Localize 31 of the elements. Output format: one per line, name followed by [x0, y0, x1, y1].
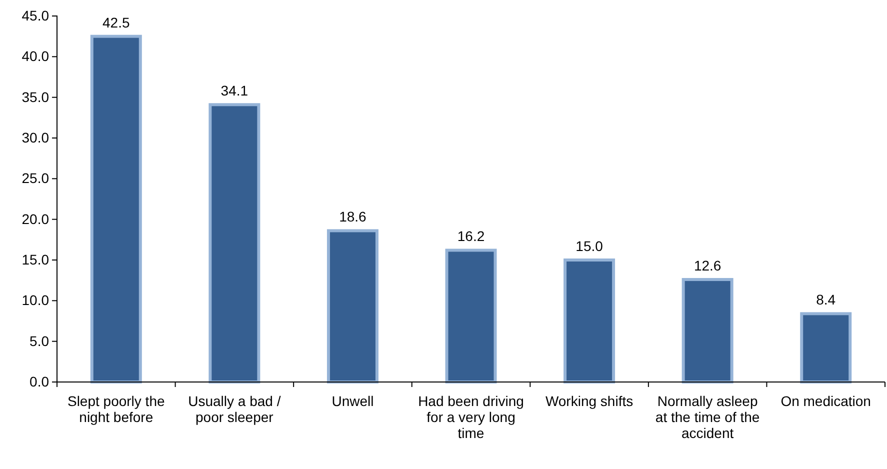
data-label: 16.2: [457, 228, 485, 244]
y-tick-label: 35.0: [22, 88, 50, 105]
y-tick-label: 40.0: [22, 48, 50, 64]
y-tick-label: 15.0: [22, 251, 50, 268]
bar: [90, 34, 142, 384]
x-tick-label: Normally asleep at the time of the accident: [655, 393, 760, 441]
x-tick-label: Slept poorly the night before: [67, 393, 165, 425]
y-tick-label: 5.0: [30, 332, 50, 349]
y-tick-label: 20.0: [22, 210, 50, 227]
y-tick-label: 0.0: [30, 373, 50, 390]
x-tick-label: Unwell: [332, 393, 374, 409]
bar: [800, 312, 852, 384]
bar: [564, 258, 616, 384]
x-tick-label: Had been driving for a very long time: [418, 393, 524, 441]
bar: [208, 103, 260, 384]
y-tick-label: 45.0: [22, 7, 50, 24]
data-label: 15.0: [576, 238, 604, 254]
data-label: 12.6: [694, 258, 722, 274]
data-label: 42.5: [102, 14, 130, 30]
x-tick-label: On medication: [780, 393, 871, 409]
data-label: 34.1: [220, 82, 248, 99]
bar: [682, 278, 734, 384]
bar: [326, 229, 378, 384]
y-tick-label: 30.0: [22, 129, 50, 146]
x-tick-label: Usually a bad / poor sleeper: [188, 393, 281, 425]
bar: [445, 248, 497, 384]
data-label: 8.4: [816, 292, 836, 308]
data-label: 18.6: [339, 208, 367, 225]
x-tick-label: Working shifts: [545, 393, 634, 409]
y-tick-label: 25.0: [22, 170, 50, 186]
y-tick-label: 10.0: [22, 292, 50, 308]
